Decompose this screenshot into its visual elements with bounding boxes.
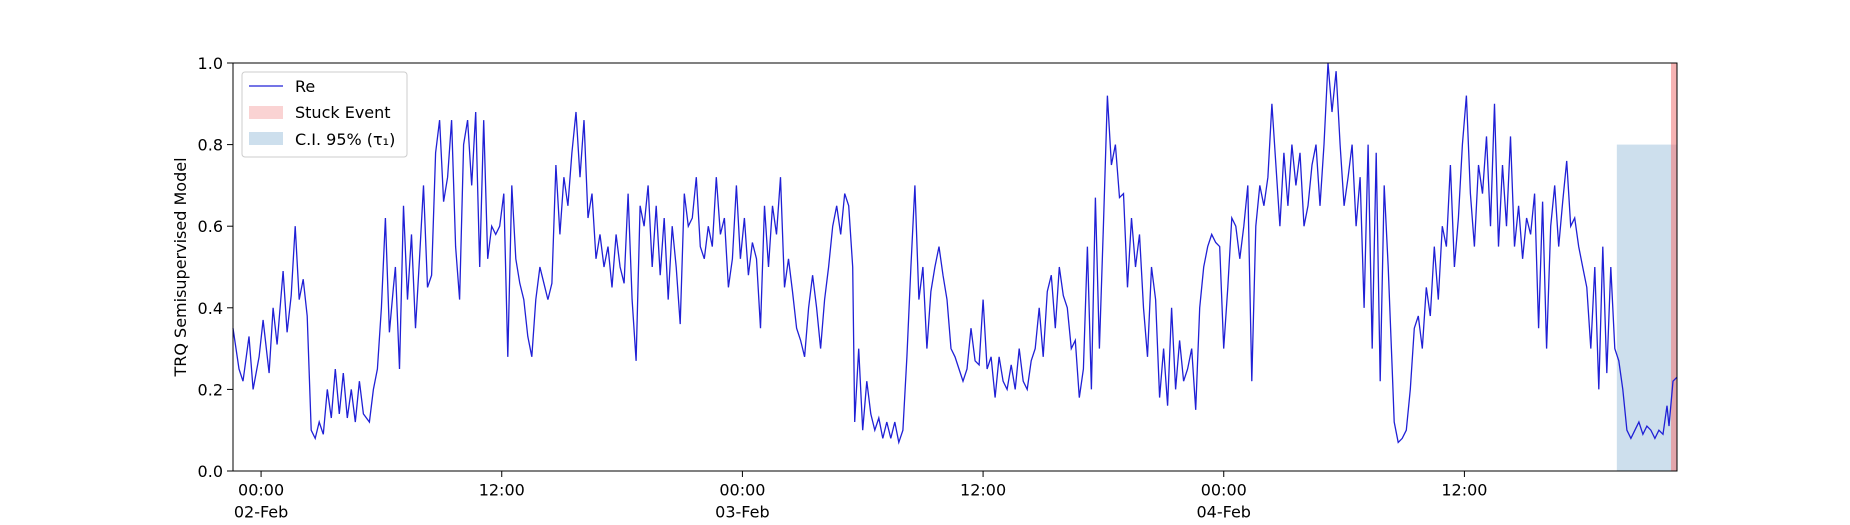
x-tick-time-label: 12:00 <box>1441 481 1487 500</box>
x-tick-time-label: 00:00 <box>1201 481 1247 500</box>
x-tick-date-label: 03-Feb <box>715 503 769 522</box>
x-tick-time-label: 00:00 <box>719 481 765 500</box>
series-line-re <box>232 62 1678 445</box>
x-tick-time-label: 12:00 <box>960 481 1006 500</box>
legend-swatch-ci <box>249 132 283 145</box>
x-tick-time-label: 12:00 <box>479 481 525 500</box>
legend-label-stuck-event: Stuck Event <box>295 103 391 122</box>
ci-band <box>1616 144 1677 471</box>
y-tick-label: 0.2 <box>198 380 223 399</box>
legend-box <box>241 71 408 158</box>
y-tick-label: 0.6 <box>198 217 223 236</box>
y-tick-label: 0.4 <box>198 299 223 318</box>
y-tick-label: 0.8 <box>198 136 223 155</box>
legend: Re Stuck Event C.I. 95% (τ₁) <box>241 71 408 158</box>
y-tick-label: 0.0 <box>198 462 223 481</box>
y-axis-label: TRQ Semisupervised Model <box>171 157 190 377</box>
stuck-event-band <box>1670 63 1677 471</box>
x-axis: 00:0002-Feb190012:0000:0003-Feb12:0000:0… <box>234 471 1487 525</box>
x-tick-date-label: 02-Feb <box>234 503 288 522</box>
legend-label-re: Re <box>295 77 315 96</box>
x-tick-date-label: 04-Feb <box>1197 503 1251 522</box>
legend-swatch-stuck-event <box>249 106 283 119</box>
y-tick-label: 1.0 <box>198 54 223 73</box>
y-axis: 0.0 0.2 0.4 0.6 0.8 1.0 <box>198 54 233 481</box>
x-tick-time-label: 00:00 <box>238 481 284 500</box>
plot-frame <box>232 62 1678 472</box>
legend-label-ci: C.I. 95% (τ₁) <box>295 130 395 149</box>
